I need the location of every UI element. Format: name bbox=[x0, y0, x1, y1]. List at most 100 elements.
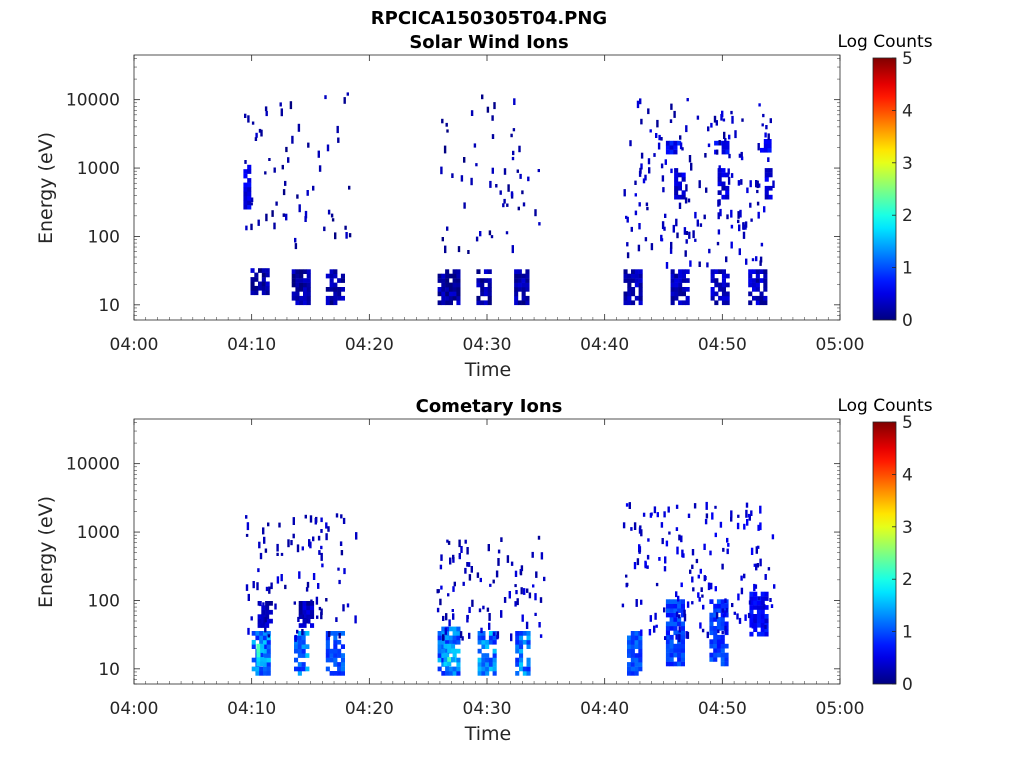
spectrogram-cell bbox=[656, 119, 659, 128]
spectrogram-cell bbox=[256, 652, 261, 658]
spectrogram-cell bbox=[267, 522, 270, 527]
spectrogram-cell bbox=[477, 662, 482, 667]
spectrogram-cell bbox=[764, 591, 769, 597]
spectrogram-cell bbox=[456, 300, 461, 306]
spectrogram-cell bbox=[456, 666, 461, 672]
spectrogram-cell bbox=[448, 300, 453, 306]
spectrogram-cell bbox=[668, 531, 671, 535]
spectrogram-cell bbox=[323, 226, 326, 232]
spectrogram-cell bbox=[517, 300, 522, 306]
spectrogram-cell bbox=[452, 586, 455, 592]
spectrogram-cell bbox=[437, 278, 442, 283]
spectrogram-cell bbox=[720, 599, 725, 604]
spectrogram-cell bbox=[320, 608, 323, 615]
spectrogram-cell bbox=[292, 517, 295, 525]
spectrogram-cell bbox=[764, 618, 769, 624]
spectrogram-cell bbox=[492, 666, 497, 672]
spectrogram-cell bbox=[720, 657, 725, 662]
spectrogram-cell bbox=[686, 98, 689, 102]
spectrogram-cell bbox=[456, 291, 461, 297]
spectrogram-cell bbox=[340, 631, 345, 636]
spectrogram-cell bbox=[749, 609, 754, 615]
spectrogram-cell bbox=[710, 287, 715, 292]
spectrogram-cell bbox=[660, 522, 664, 528]
spectrogram-cell bbox=[760, 605, 765, 610]
spectrogram-cell bbox=[258, 281, 263, 287]
spectrogram-cell bbox=[437, 644, 442, 649]
spectrogram-cell bbox=[677, 643, 682, 649]
spectrogram-cell bbox=[710, 582, 713, 590]
spectrogram-cell bbox=[678, 269, 683, 274]
spectrogram-cell bbox=[492, 632, 496, 636]
spectrogram-cell bbox=[713, 608, 718, 613]
x-axis-label-top: Time bbox=[464, 359, 512, 381]
spectrogram-cell bbox=[304, 210, 308, 219]
spectrogram-cell bbox=[751, 258, 755, 262]
spectrogram-cell bbox=[519, 639, 524, 645]
spectrogram-cell bbox=[264, 171, 267, 175]
spectrogram-cell bbox=[510, 133, 513, 138]
spectrogram-cell bbox=[630, 671, 635, 676]
spectrogram-cell bbox=[695, 558, 699, 564]
spectrogram-cell bbox=[759, 291, 764, 297]
spectrogram-cell bbox=[669, 657, 674, 662]
spectrogram-cell bbox=[445, 631, 450, 636]
spectrogram-cell bbox=[740, 179, 743, 185]
spectrogram-cell bbox=[627, 671, 632, 676]
spectrogram-cell bbox=[476, 282, 481, 288]
spectrogram-cell bbox=[681, 190, 686, 195]
spectrogram-cell bbox=[298, 601, 303, 606]
spectrogram-cell bbox=[713, 630, 718, 636]
spectrogram-cell bbox=[697, 574, 700, 579]
spectrogram-cell bbox=[329, 269, 334, 274]
spectrogram-cell bbox=[344, 225, 347, 230]
spectrogram-cell bbox=[520, 587, 523, 595]
spectrogram-cell bbox=[437, 631, 442, 636]
spectrogram-cell bbox=[759, 260, 762, 266]
spectrogram-cell bbox=[243, 173, 248, 179]
spectrogram-cell bbox=[466, 547, 469, 555]
spectrogram-cell bbox=[748, 300, 753, 306]
spectrogram-cell bbox=[441, 662, 446, 667]
spectrogram-cell bbox=[514, 269, 519, 274]
spectrogram-cell bbox=[250, 223, 253, 231]
spectrogram-cell bbox=[452, 557, 455, 563]
spectrogram-cell bbox=[681, 172, 686, 178]
spectrogram-cell bbox=[514, 300, 519, 306]
spectrogram-cell bbox=[634, 180, 637, 185]
spectrogram-cell bbox=[755, 282, 760, 288]
spectrogram-cell bbox=[247, 191, 252, 197]
y-tick-label: 100 bbox=[88, 227, 120, 247]
spectrogram-cell bbox=[325, 533, 328, 541]
spectrogram-cell bbox=[627, 295, 632, 301]
spectrogram-cell bbox=[658, 134, 661, 141]
spectrogram-cell bbox=[297, 653, 302, 658]
spectrogram-cell bbox=[287, 157, 290, 163]
spectrogram-cell bbox=[467, 250, 470, 254]
spectrogram-cell bbox=[669, 639, 674, 644]
spectrogram-cell bbox=[630, 639, 635, 645]
spectrogram-cell bbox=[767, 143, 772, 149]
spectrogram-cell bbox=[511, 245, 514, 254]
spectrogram-cell bbox=[487, 278, 492, 283]
spectrogram-cell bbox=[746, 519, 749, 526]
spectrogram-cell bbox=[295, 295, 300, 301]
spectrogram-cell bbox=[634, 639, 639, 645]
spectrogram-cell bbox=[663, 226, 666, 231]
spectrogram-cell bbox=[759, 269, 764, 274]
spectrogram-cell bbox=[638, 635, 643, 641]
spectrogram-cell bbox=[247, 187, 252, 192]
spectrogram-cell bbox=[261, 614, 266, 619]
spectrogram-cell bbox=[329, 653, 334, 658]
spectrogram-cell bbox=[724, 657, 729, 662]
spectrogram-cell bbox=[514, 278, 519, 283]
spectrogram-cell bbox=[256, 648, 261, 653]
spectrogram-cell bbox=[282, 189, 286, 196]
spectrogram-cell bbox=[644, 237, 648, 242]
spectrogram-cell bbox=[483, 269, 488, 274]
spectrogram-cell bbox=[306, 287, 311, 292]
spectrogram-cell bbox=[487, 544, 490, 552]
spectrogram-cell bbox=[680, 634, 685, 640]
spectrogram-cell bbox=[331, 218, 335, 222]
